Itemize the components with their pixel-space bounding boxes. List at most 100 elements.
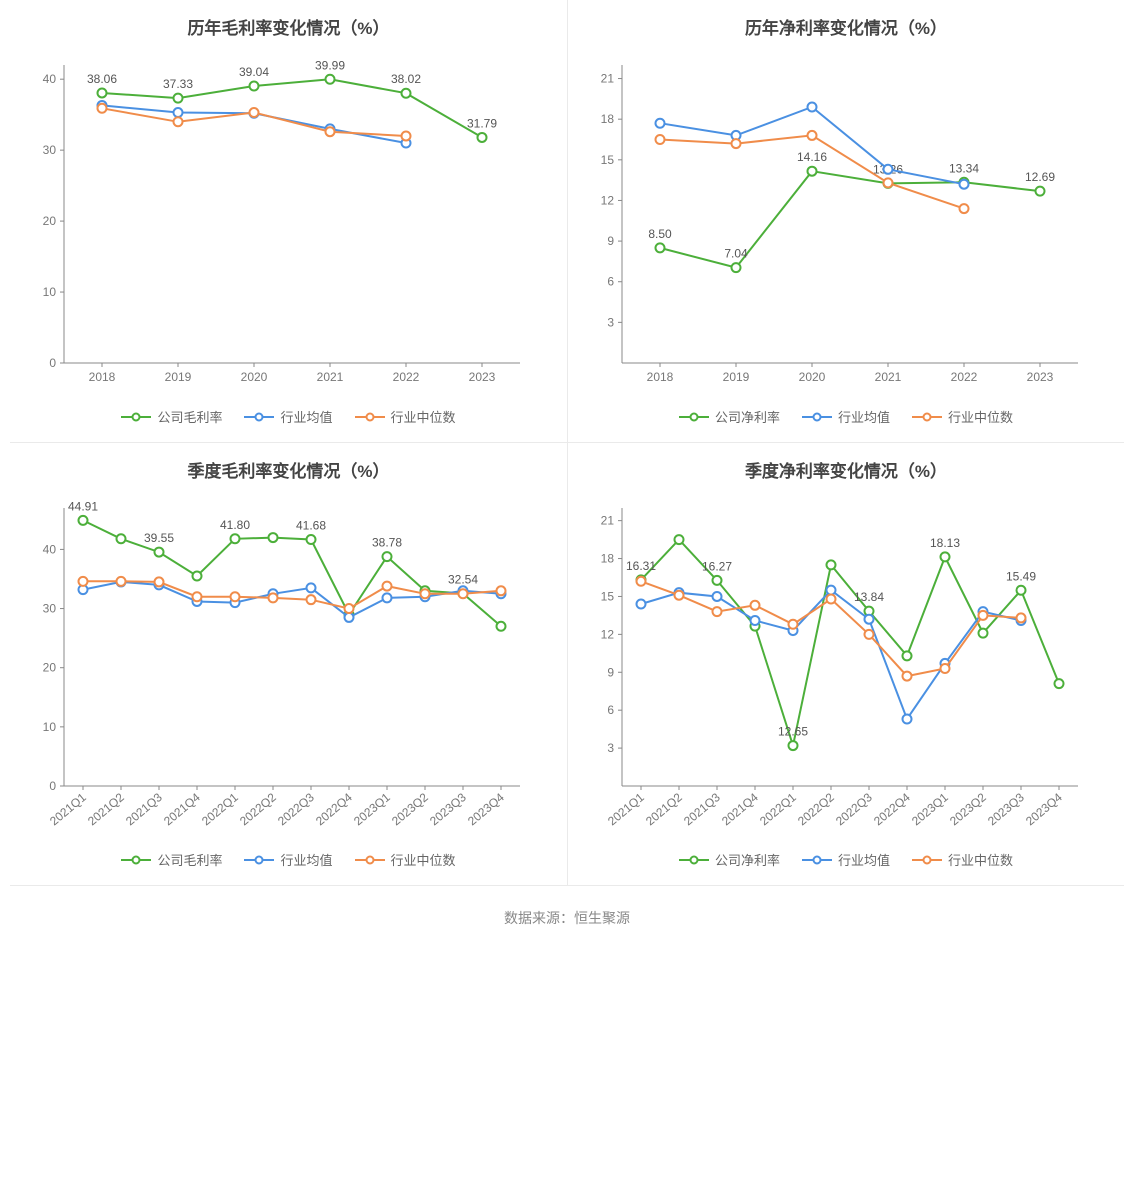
- panel-title: 季度净利率变化情况（%）: [574, 457, 1118, 482]
- svg-text:20: 20: [43, 214, 57, 228]
- legend-label: 行业中位数: [948, 407, 1013, 426]
- svg-text:2021: 2021: [317, 370, 344, 384]
- svg-text:2020: 2020: [799, 370, 826, 384]
- row-annual: 历年毛利率变化情况（%） 010203040201820192020202120…: [10, 0, 1124, 443]
- svg-text:2021Q1: 2021Q1: [47, 790, 89, 828]
- svg-text:30: 30: [43, 143, 57, 157]
- svg-text:39.55: 39.55: [144, 531, 174, 545]
- svg-text:2022Q2: 2022Q2: [237, 790, 279, 828]
- legend-swatch: [355, 853, 385, 867]
- svg-text:2023: 2023: [1027, 370, 1054, 384]
- panel-title: 历年毛利率变化情况（%）: [16, 14, 561, 39]
- svg-text:15: 15: [601, 153, 615, 167]
- svg-text:2021Q3: 2021Q3: [123, 790, 165, 828]
- svg-text:2023: 2023: [469, 370, 496, 384]
- svg-text:40: 40: [43, 542, 57, 556]
- panel-title: 历年净利率变化情况（%）: [574, 14, 1118, 39]
- svg-text:21: 21: [601, 72, 615, 86]
- svg-text:15: 15: [601, 589, 615, 603]
- svg-text:37.33: 37.33: [163, 77, 193, 91]
- svg-text:3: 3: [607, 315, 614, 329]
- svg-text:2021Q4: 2021Q4: [719, 790, 761, 828]
- legend-swatch: [912, 853, 942, 867]
- svg-text:2023Q3: 2023Q3: [427, 790, 469, 828]
- svg-text:2021Q2: 2021Q2: [643, 790, 685, 828]
- svg-text:15.49: 15.49: [1006, 569, 1036, 583]
- svg-text:21: 21: [601, 514, 615, 528]
- svg-text:14.16: 14.16: [797, 150, 827, 164]
- panel-annual-net: 历年净利率变化情况（%） 369121518212018201920202021…: [567, 0, 1124, 442]
- svg-text:2019: 2019: [165, 370, 192, 384]
- svg-text:32.54: 32.54: [448, 573, 478, 587]
- svg-text:3: 3: [607, 741, 614, 755]
- svg-text:10: 10: [43, 720, 57, 734]
- svg-text:16.27: 16.27: [702, 559, 732, 573]
- legend-item: 行业中位数: [912, 850, 1013, 869]
- legend-label: 行业均值: [838, 850, 890, 869]
- chart-annual-gross: 01020304020182019202020212022202338.0637…: [16, 45, 561, 395]
- svg-text:2022: 2022: [393, 370, 420, 384]
- legend-swatch: [244, 410, 274, 424]
- svg-text:12: 12: [601, 627, 615, 641]
- svg-text:6: 6: [607, 275, 614, 289]
- svg-text:2022Q1: 2022Q1: [199, 790, 241, 828]
- panel-quarterly-net: 季度净利率变化情况（%） 369121518212021Q12021Q22021…: [567, 443, 1124, 885]
- legend-item: 公司净利率: [679, 850, 780, 869]
- svg-text:2022Q4: 2022Q4: [313, 790, 355, 828]
- svg-text:10: 10: [43, 285, 57, 299]
- svg-text:2023Q1: 2023Q1: [909, 790, 951, 828]
- svg-text:13.84: 13.84: [854, 590, 884, 604]
- row-quarterly: 季度毛利率变化情况（%） 0102030402021Q12021Q22021Q3…: [10, 443, 1124, 886]
- legend-item: 行业均值: [802, 407, 890, 426]
- legend-swatch: [679, 410, 709, 424]
- svg-text:0: 0: [49, 779, 56, 793]
- svg-text:16.31: 16.31: [626, 559, 656, 573]
- legend-swatch: [912, 410, 942, 424]
- svg-text:2022: 2022: [951, 370, 978, 384]
- svg-text:31.79: 31.79: [467, 116, 497, 130]
- legend-label: 行业中位数: [391, 850, 456, 869]
- svg-text:38.06: 38.06: [87, 72, 117, 86]
- legend-swatch: [679, 853, 709, 867]
- legend-item: 公司毛利率: [121, 407, 222, 426]
- svg-text:2023Q2: 2023Q2: [947, 790, 989, 828]
- svg-text:2022Q1: 2022Q1: [757, 790, 799, 828]
- legend-label: 行业均值: [280, 407, 332, 426]
- panel-title: 季度毛利率变化情况（%）: [16, 457, 561, 482]
- legend-item: 行业中位数: [912, 407, 1013, 426]
- svg-text:2021Q3: 2021Q3: [681, 790, 723, 828]
- legend-annual-net: 公司净利率 行业均值 行业中位数: [574, 407, 1118, 426]
- svg-text:2018: 2018: [647, 370, 674, 384]
- svg-text:12.69: 12.69: [1025, 170, 1055, 184]
- svg-text:2021Q1: 2021Q1: [605, 790, 647, 828]
- svg-text:18: 18: [601, 552, 615, 566]
- chart-annual-net: 369121518212018201920202021202220238.507…: [574, 45, 1118, 395]
- svg-text:41.80: 41.80: [220, 518, 250, 532]
- svg-text:44.91: 44.91: [68, 499, 98, 513]
- svg-text:2018: 2018: [89, 370, 116, 384]
- svg-text:8.50: 8.50: [648, 227, 672, 241]
- legend-item: 行业均值: [802, 850, 890, 869]
- panel-quarterly-gross: 季度毛利率变化情况（%） 0102030402021Q12021Q22021Q3…: [10, 443, 567, 885]
- svg-text:2023Q4: 2023Q4: [1023, 790, 1065, 828]
- svg-text:12: 12: [601, 193, 615, 207]
- legend-label: 行业中位数: [948, 850, 1013, 869]
- legend-annual-gross: 公司毛利率行业均值行业中位数: [16, 407, 561, 426]
- legend-label: 行业均值: [838, 407, 890, 426]
- svg-text:7.04: 7.04: [724, 247, 748, 261]
- legend-swatch: [802, 853, 832, 867]
- svg-text:2022Q2: 2022Q2: [795, 790, 837, 828]
- legend-item: 行业中位数: [355, 850, 456, 869]
- legend-label: 公司净利率: [715, 407, 780, 426]
- legend-item: 行业均值: [244, 850, 332, 869]
- svg-text:2021: 2021: [875, 370, 902, 384]
- legend-label: 公司毛利率: [157, 407, 222, 426]
- legend-label: 公司毛利率: [157, 850, 222, 869]
- legend-item: 公司毛利率: [121, 850, 222, 869]
- svg-text:2023Q1: 2023Q1: [351, 790, 393, 828]
- svg-text:0: 0: [49, 356, 56, 370]
- legend-swatch: [121, 410, 151, 424]
- panel-annual-gross: 历年毛利率变化情况（%） 010203040201820192020202120…: [10, 0, 567, 442]
- legend-quarterly-net: 公司净利率 行业均值 行业中位数: [574, 850, 1118, 869]
- legend-item: 公司净利率: [679, 407, 780, 426]
